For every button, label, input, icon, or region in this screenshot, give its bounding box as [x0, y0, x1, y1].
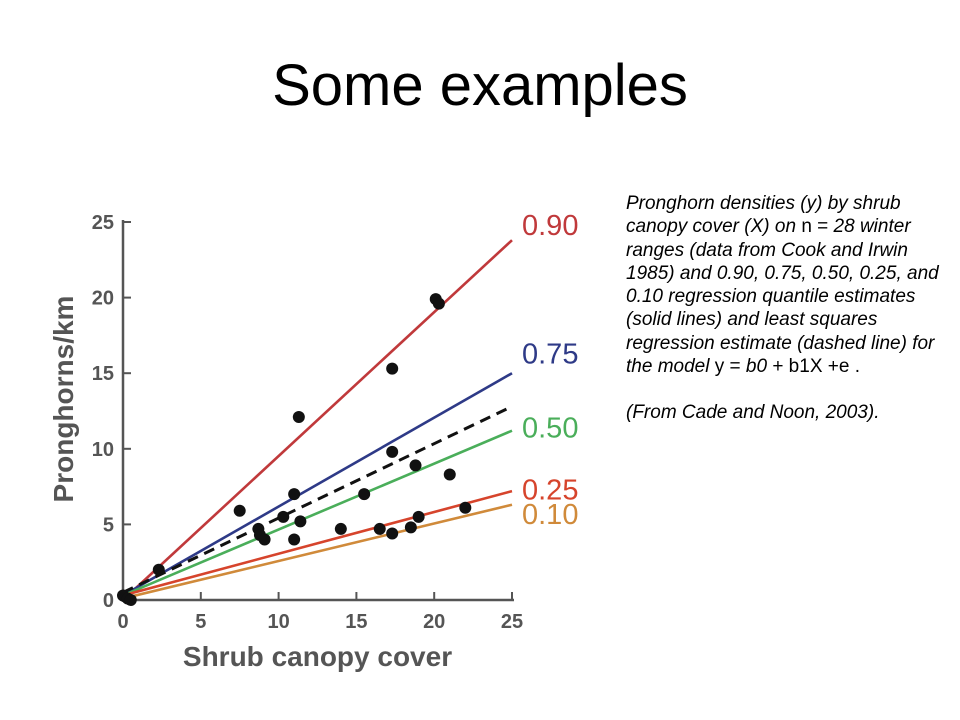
quantile-line-0.10 — [122, 503, 513, 600]
data-point — [386, 445, 399, 458]
x-tick-label: 0 — [117, 611, 128, 633]
quantile-line-0.50 — [122, 429, 513, 597]
y-tick-label: 5 — [103, 514, 114, 536]
quantile-labels: 0.90 0.75 0.50 0.250.10 — [522, 210, 578, 531]
data-point — [292, 411, 305, 424]
caption-part-1: Pronghorn densities (y) by shrub canopy … — [626, 193, 901, 238]
x-tick-label: 5 — [195, 611, 206, 633]
quantile-line-0.90 — [122, 239, 513, 601]
data-point — [443, 468, 456, 481]
caption-source: (From Cade and Noon, 2003). — [626, 402, 880, 424]
data-point — [277, 510, 290, 523]
quantile-label: 0.10 — [522, 499, 578, 531]
data-point — [258, 533, 271, 546]
y-tick-label: 10 — [92, 439, 114, 461]
data-point — [124, 594, 137, 606]
data-point — [412, 510, 425, 523]
data-point — [288, 488, 301, 501]
data-points — [117, 293, 472, 606]
data-point — [152, 563, 165, 576]
quantile-line-0.75 — [122, 372, 513, 597]
data-point — [386, 362, 399, 375]
least-squares-line — [122, 405, 513, 594]
data-point — [233, 504, 246, 517]
data-point — [373, 522, 386, 535]
data-point — [334, 522, 347, 535]
regression-lines — [122, 239, 513, 601]
x-tick-label: 10 — [267, 611, 289, 633]
quantile-label: 0.25 — [522, 475, 578, 507]
y-tick-label: 25 — [92, 212, 114, 234]
caption-text: Pronghorn densities (y) by shrub canopy … — [626, 192, 956, 378]
quantile-label: 0.90 — [522, 210, 578, 242]
data-point — [294, 515, 307, 528]
y-tick-label: 0 — [103, 590, 114, 612]
x-tick-label: 25 — [501, 611, 523, 633]
y-axis-title: Pronghorns/km — [48, 296, 79, 503]
x-axis-title: Shrub canopy cover — [183, 641, 452, 672]
data-point — [404, 521, 417, 534]
quantile-label: 0.75 — [522, 339, 578, 371]
data-point — [459, 501, 472, 514]
data-point — [288, 533, 301, 546]
data-point — [409, 459, 422, 472]
quantile-line-0.25 — [122, 489, 513, 597]
caption-model-rest: + b1X +e . — [772, 356, 860, 378]
figure-caption: Pronghorn densities (y) by shrub canopy … — [626, 192, 956, 425]
caption-part-2: 28 winter ranges (data from Cook and Irw… — [626, 216, 939, 378]
caption-model-b0: b0 — [745, 356, 768, 378]
caption-n-symbol: n = — [801, 216, 829, 238]
x-tick-label: 20 — [423, 611, 445, 633]
caption-model-y: y = — [714, 356, 741, 378]
x-tick-label: 15 — [345, 611, 367, 633]
slide-title: Some examples — [272, 53, 688, 118]
quantile-label: 0.50 — [522, 413, 578, 445]
chart-axes: 0 5 10 15 20 25 0 5 10 15 20 25 — [92, 212, 523, 633]
y-tick-label: 20 — [92, 288, 114, 310]
data-point — [432, 297, 445, 310]
data-point — [386, 527, 399, 540]
y-tick-label: 15 — [92, 363, 114, 385]
data-point — [358, 488, 371, 501]
